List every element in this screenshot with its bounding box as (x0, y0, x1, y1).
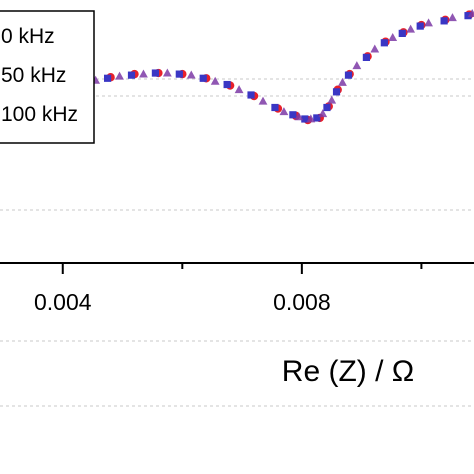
x-axis-title: Re (Z) / Ω (282, 355, 414, 388)
data-point (388, 32, 398, 41)
data-point (186, 70, 196, 79)
data-point (416, 22, 424, 30)
data-point (247, 91, 255, 99)
legend-box (0, 10, 95, 144)
data-point (139, 69, 148, 78)
data-point (103, 74, 112, 82)
data-point (115, 71, 124, 80)
data-point (362, 53, 371, 62)
x-tick-label: 0.004 (34, 289, 92, 315)
legend: 0 kHz 50 kHz 100 kHz (0, 10, 95, 144)
data-point (162, 68, 172, 77)
data-point (332, 88, 341, 96)
data-point (370, 44, 380, 53)
data-point (327, 95, 337, 104)
data-point (380, 39, 388, 47)
data-point (279, 107, 289, 116)
data-point (210, 76, 220, 85)
data-point (338, 77, 347, 86)
data-point (398, 29, 406, 37)
data-point (151, 69, 160, 77)
data-point (467, 8, 474, 17)
data-point (406, 24, 416, 33)
data-point (313, 114, 321, 122)
data-point (127, 71, 136, 79)
data-point (306, 114, 316, 123)
data-point (223, 80, 231, 89)
legend-entry-3: 100 kHz (1, 103, 78, 126)
data-point (448, 13, 457, 22)
legend-entry-2: 50 kHz (1, 64, 66, 87)
data-point (318, 109, 328, 118)
legend-entry-1: 0 kHz (1, 25, 55, 48)
data-point (464, 12, 472, 20)
data-point (258, 96, 268, 105)
x-tick-label: 0.008 (273, 289, 331, 315)
data-point (424, 18, 433, 27)
data-point (301, 115, 309, 123)
data-point (352, 61, 362, 70)
data-point (440, 17, 448, 25)
data-point (234, 85, 244, 94)
data-point (289, 111, 297, 119)
data-point (175, 70, 183, 78)
data-point (199, 74, 207, 82)
data-point (294, 112, 304, 121)
data-point (323, 103, 331, 112)
data-point (271, 103, 279, 112)
data-point (344, 71, 353, 79)
x-axis: 0.004 0.008 (0, 262, 474, 315)
